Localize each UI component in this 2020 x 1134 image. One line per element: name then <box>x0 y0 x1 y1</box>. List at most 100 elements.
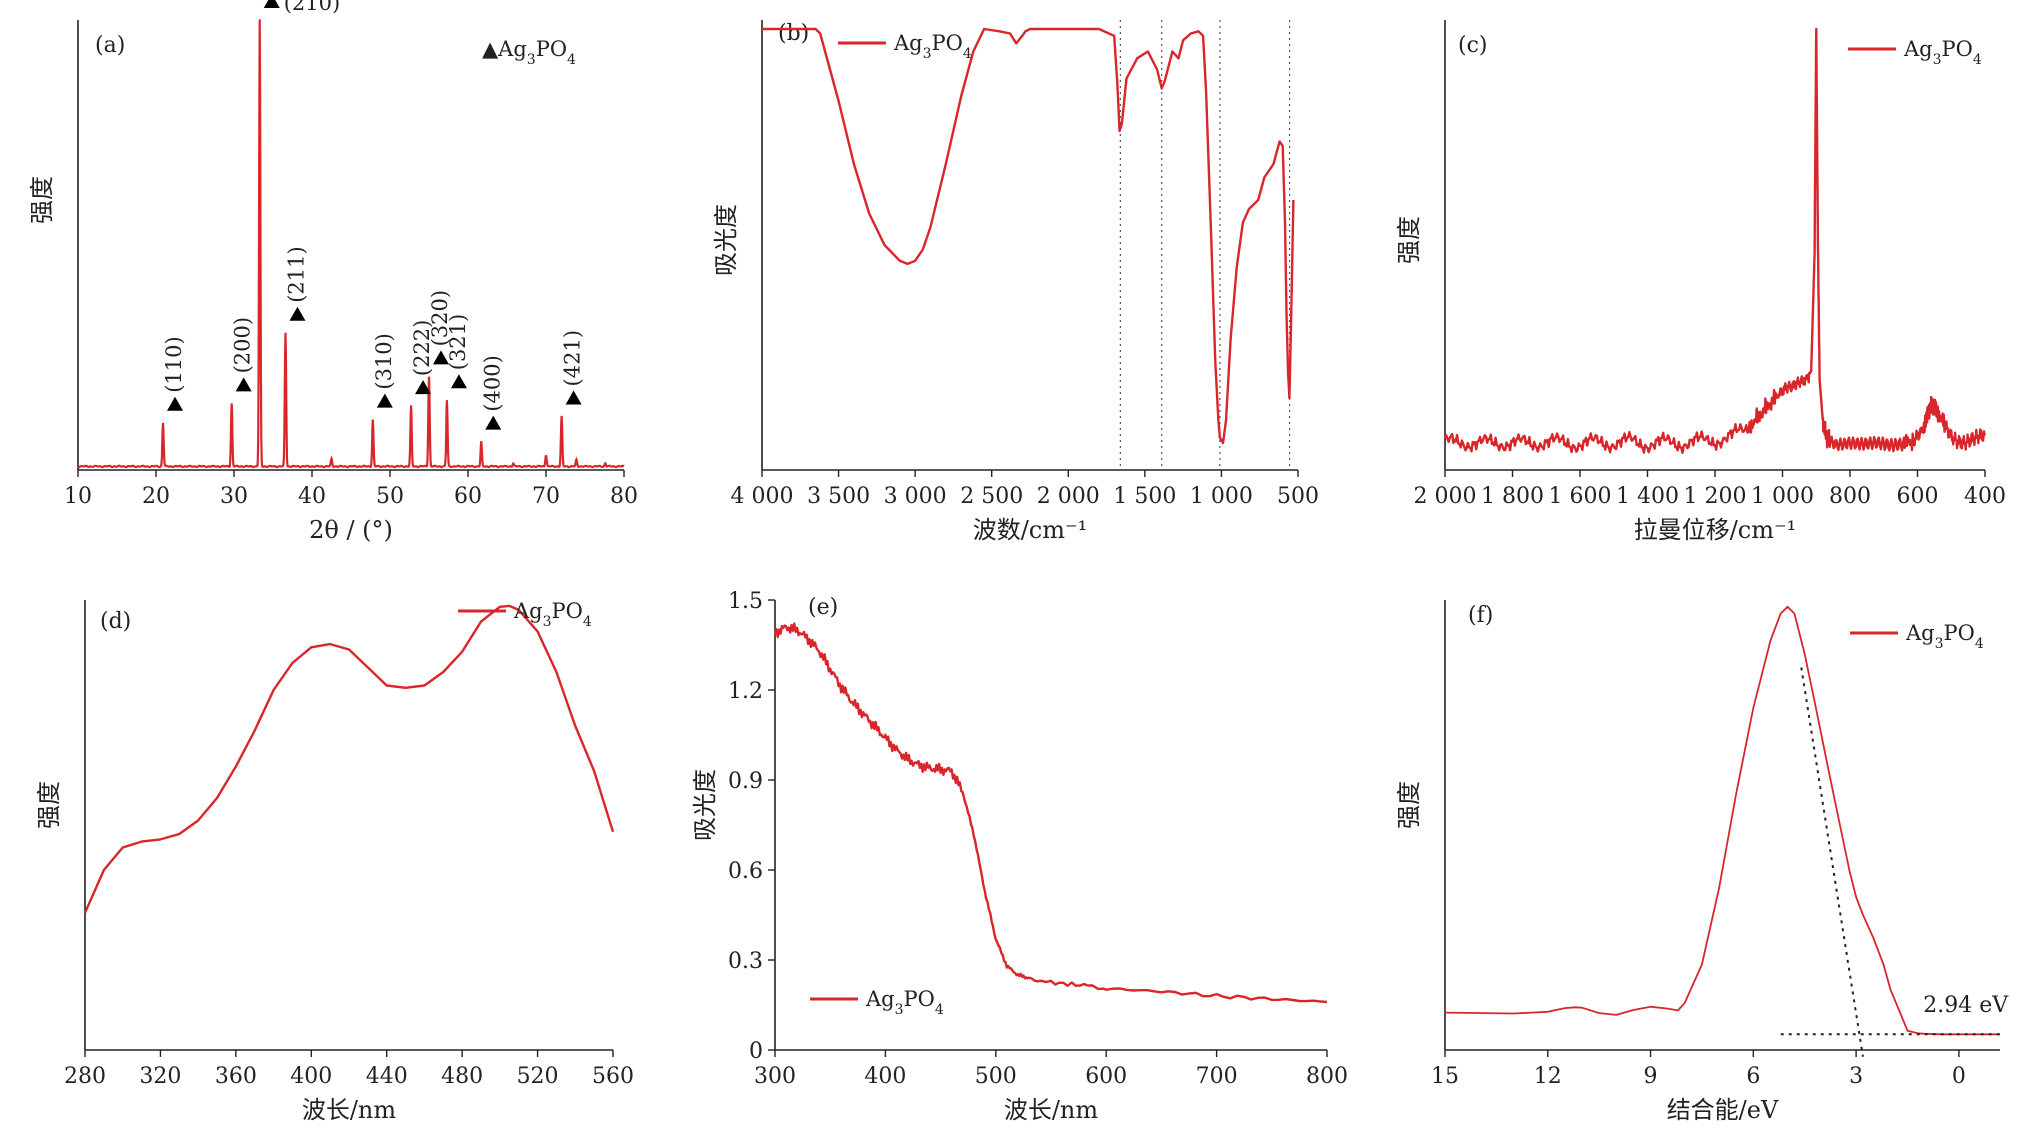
series-line <box>762 27 1295 445</box>
x-tick-label: 80 <box>610 484 638 509</box>
peak-marker <box>450 374 467 389</box>
chart-panel-d: 280 320 360 400 440 480 520 560 波长/nm 强度 (d) Ag3PO4 <box>35 599 634 1124</box>
peak-label: (211) <box>284 246 308 302</box>
x-tick-label: 1 600 <box>1549 484 1612 509</box>
tangent-line <box>1800 667 1864 1057</box>
x-axis-label: 波长/nm <box>302 1096 397 1124</box>
x-tick-label: 10 <box>64 484 92 509</box>
panel-letter: (c) <box>1458 33 1488 58</box>
x-tick-label: 1 000 <box>1751 484 1814 509</box>
peak-marker <box>376 393 393 408</box>
x-tick-label: 12 <box>1534 1064 1562 1089</box>
series-line <box>773 622 1328 1004</box>
y-axis-label: 吸光度 <box>691 769 719 841</box>
x-tick-label: 6 <box>1746 1064 1760 1089</box>
x-tick-label: 3 500 <box>807 484 870 509</box>
x-tick-label: 2 500 <box>960 484 1023 509</box>
peak-marker <box>167 396 184 411</box>
legend-label: Ag3PO4 <box>893 31 972 62</box>
y-axis-label: 强度 <box>28 176 56 224</box>
y-axis-label: 强度 <box>1395 781 1423 829</box>
x-axis-label: 结合能/eV <box>1667 1096 1779 1124</box>
series-line <box>1443 27 1986 454</box>
peak-label: (110) <box>162 336 186 392</box>
x-tick-label: 50 <box>376 484 404 509</box>
chart-panel-a: 10 20 30 40 50 60 70 80 2θ / (°) 强度 (a) (110) (200) (… <box>28 0 638 544</box>
x-tick-label: 480 <box>441 1064 483 1089</box>
legend-label: Ag3PO4 <box>865 987 944 1018</box>
chart-panel-e: 300 400 500 600 700 800 0 0.3 0.6 0.9 1.2 1.5 波长/nm 吸… <box>691 589 1348 1124</box>
peak-label: (321) <box>446 314 470 370</box>
x-tick-label: 360 <box>215 1064 257 1089</box>
panel-letter: (f) <box>1468 603 1493 628</box>
x-tick-label: 800 <box>1306 1064 1348 1089</box>
bandgap-annotation: 2.94 eV <box>1923 993 2009 1018</box>
peak-marker <box>235 377 252 392</box>
x-tick-label: 560 <box>592 1064 634 1089</box>
legend-label: Ag3PO4 <box>513 599 592 630</box>
x-tick-label: 40 <box>298 484 326 509</box>
peak-marker <box>289 306 306 321</box>
peak-label: (200) <box>231 317 255 373</box>
peak-marker <box>415 380 432 395</box>
x-axis-label: 2θ / (°) <box>309 516 393 544</box>
panel-letter: (d) <box>100 609 131 634</box>
x-tick-label: 2 000 <box>1414 484 1477 509</box>
x-tick-label: 500 <box>1277 484 1319 509</box>
y-tick-label: 1.5 <box>728 589 763 614</box>
peak-marker <box>565 390 582 405</box>
panel-letter: (b) <box>778 21 809 46</box>
chart-panel-f: 15 12 9 6 3 0 结合能/eV 强度 (f) 2.94 eV Ag3PO4 <box>1395 600 2009 1124</box>
legend-label: ▲Ag3PO4 <box>482 37 576 68</box>
x-tick-label: 1 400 <box>1616 484 1679 509</box>
y-tick-label: 0.3 <box>728 949 763 974</box>
y-tick-label: 0 <box>749 1039 763 1064</box>
y-axis-label: 强度 <box>1395 216 1423 264</box>
x-tick-label: 400 <box>1964 484 2006 509</box>
x-tick-label: 400 <box>864 1064 906 1089</box>
peak-label: (421) <box>561 330 585 386</box>
x-tick-label: 1 500 <box>1113 484 1176 509</box>
x-tick-label: 800 <box>1829 484 1871 509</box>
peak-marker <box>433 350 449 365</box>
y-tick-label: 0.9 <box>728 769 763 794</box>
y-tick-label: 0.6 <box>728 859 763 884</box>
chart-panel-b: 4 000 3 500 3 000 2 500 2 000 1 500 1 000 500 波数… <box>712 20 1319 544</box>
peak-marker <box>485 415 502 430</box>
legend-label: Ag3PO4 <box>1903 37 1982 68</box>
chart-panel-c: 2 000 1 800 1 600 1 400 1 200 1 000 800 600 400 拉… <box>1395 20 2006 544</box>
x-tick-label: 600 <box>1897 484 1939 509</box>
peak-label: (310) <box>372 333 396 389</box>
peak-marker <box>263 0 280 8</box>
x-tick-label: 0 <box>1952 1064 1966 1089</box>
x-tick-label: 20 <box>142 484 170 509</box>
x-tick-label: 600 <box>1085 1064 1127 1089</box>
x-tick-label: 15 <box>1431 1064 1459 1089</box>
x-tick-label: 320 <box>139 1064 181 1089</box>
x-tick-label: 3 000 <box>884 484 947 509</box>
x-tick-label: 700 <box>1196 1064 1238 1089</box>
x-tick-label: 520 <box>517 1064 559 1089</box>
x-tick-label: 300 <box>754 1064 796 1089</box>
x-tick-label: 1 800 <box>1481 484 1544 509</box>
x-tick-label: 500 <box>975 1064 1017 1089</box>
peak-label: (400) <box>480 355 504 411</box>
series-line <box>1444 605 2000 1036</box>
x-axis-label: 波数/cm⁻¹ <box>973 516 1088 544</box>
x-tick-label: 60 <box>454 484 482 509</box>
x-tick-label: 70 <box>532 484 560 509</box>
x-tick-label: 400 <box>290 1064 332 1089</box>
x-tick-label: 9 <box>1644 1064 1658 1089</box>
x-tick-label: 1 200 <box>1684 484 1747 509</box>
x-tick-label: 440 <box>366 1064 408 1089</box>
x-tick-label: 2 000 <box>1037 484 1100 509</box>
y-tick-label: 1.2 <box>728 679 763 704</box>
panel-letter: (a) <box>95 33 125 58</box>
y-axis-label: 强度 <box>35 781 63 829</box>
series-line <box>83 604 615 914</box>
series-line <box>77 19 625 469</box>
x-axis-label: 波长/nm <box>1004 1096 1099 1124</box>
y-axis-label: 吸光度 <box>712 204 740 276</box>
panel-letter: (e) <box>808 595 838 620</box>
